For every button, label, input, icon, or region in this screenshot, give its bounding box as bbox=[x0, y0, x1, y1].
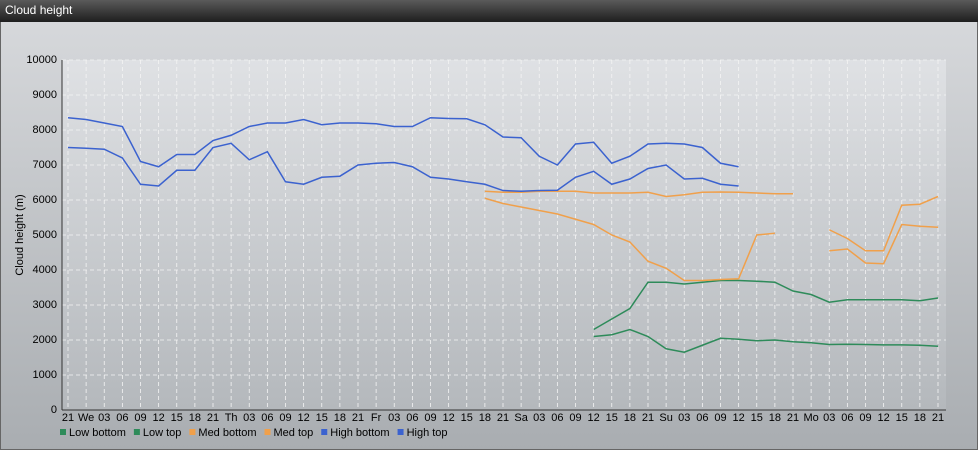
y-tick-label: 3000 bbox=[33, 299, 57, 311]
x-tick-label: 06 bbox=[696, 412, 708, 424]
y-axis-label: Cloud height (m) bbox=[14, 194, 26, 275]
x-tick-label: 03 bbox=[533, 412, 545, 424]
x-tick-label: 09 bbox=[279, 412, 291, 424]
x-tick-label: 18 bbox=[624, 412, 636, 424]
x-tick-label: 12 bbox=[153, 412, 165, 424]
x-tick-label: Mo bbox=[803, 412, 818, 424]
y-tick-label: 5000 bbox=[33, 229, 57, 241]
x-tick-label: 18 bbox=[334, 412, 346, 424]
series-line bbox=[484, 190, 939, 252]
y-tick-label: 9000 bbox=[33, 89, 57, 101]
x-tick-label: 21 bbox=[932, 412, 944, 424]
x-tick-label: We bbox=[78, 412, 94, 424]
x-tick-label: Th bbox=[225, 412, 238, 424]
series-line bbox=[67, 142, 739, 193]
series-line bbox=[593, 279, 939, 331]
legend-swatch bbox=[60, 429, 66, 435]
x-tick-label: 15 bbox=[606, 412, 618, 424]
x-tick-label: 12 bbox=[733, 412, 745, 424]
legend-swatch bbox=[321, 429, 328, 435]
chart-title: Cloud height bbox=[5, 3, 73, 17]
legend-label: Med top bbox=[274, 427, 314, 439]
x-tick-label: 15 bbox=[751, 412, 763, 424]
x-tick-label: 09 bbox=[134, 412, 146, 424]
x-tick-label: 12 bbox=[588, 412, 600, 424]
y-tick-label: 2000 bbox=[33, 334, 57, 346]
x-tick-label: 09 bbox=[859, 412, 871, 424]
x-tick-label: 21 bbox=[497, 412, 509, 424]
legend-label: Low bottom bbox=[69, 427, 126, 439]
legend-swatch bbox=[397, 429, 404, 435]
y-tick-label: 10000 bbox=[26, 54, 57, 66]
series-line bbox=[484, 197, 939, 282]
y-tick-label: 0 bbox=[51, 404, 57, 416]
x-tick-label: 03 bbox=[388, 412, 400, 424]
x-tick-label: 21 bbox=[787, 412, 799, 424]
x-tick-label: Fr bbox=[371, 412, 382, 424]
x-tick-label: 03 bbox=[98, 412, 110, 424]
x-tick-label: 15 bbox=[171, 412, 183, 424]
y-tick-label: 6000 bbox=[33, 194, 57, 206]
x-tick-label: 18 bbox=[189, 412, 201, 424]
x-tick-label: 09 bbox=[714, 412, 726, 424]
x-tick-label: 06 bbox=[116, 412, 128, 424]
legend-swatch bbox=[133, 429, 140, 435]
x-tick-label: 18 bbox=[914, 412, 926, 424]
y-tick-label: 1000 bbox=[33, 369, 57, 381]
x-tick-label: 09 bbox=[569, 412, 581, 424]
x-tick-label: 12 bbox=[443, 412, 455, 424]
x-tick-label: 18 bbox=[479, 412, 491, 424]
x-tick-label: 15 bbox=[461, 412, 473, 424]
x-tick-label: 21 bbox=[207, 412, 219, 424]
x-tick-label: Su bbox=[659, 412, 672, 424]
title-bar bbox=[0, 0, 978, 22]
x-tick-label: 06 bbox=[261, 412, 273, 424]
x-tick-label: 15 bbox=[896, 412, 908, 424]
legend-swatch bbox=[189, 429, 196, 435]
x-tick-label: 03 bbox=[678, 412, 690, 424]
x-tick-label: 03 bbox=[823, 412, 835, 424]
legend-label: High top bbox=[407, 427, 448, 439]
series-line bbox=[593, 328, 939, 354]
x-tick-label: Sa bbox=[514, 412, 528, 424]
legend-swatch bbox=[264, 429, 271, 435]
x-tick-label: 06 bbox=[841, 412, 853, 424]
legend-label: Low top bbox=[143, 427, 182, 439]
x-tick-label: 21 bbox=[642, 412, 654, 424]
legend-label: Med bottom bbox=[198, 427, 256, 439]
x-tick-label: 12 bbox=[878, 412, 890, 424]
y-tick-label: 7000 bbox=[33, 159, 57, 171]
y-tick-label: 4000 bbox=[33, 264, 57, 276]
legend-label: High bottom bbox=[330, 427, 389, 439]
x-tick-label: 18 bbox=[769, 412, 781, 424]
x-tick-label: 03 bbox=[243, 412, 255, 424]
x-tick-label: 09 bbox=[424, 412, 436, 424]
x-tick-label: 06 bbox=[406, 412, 418, 424]
x-tick-label: 21 bbox=[62, 412, 74, 424]
x-tick-label: 21 bbox=[352, 412, 364, 424]
series-line bbox=[67, 116, 739, 168]
x-tick-label: 12 bbox=[298, 412, 310, 424]
y-tick-label: 8000 bbox=[33, 124, 57, 136]
x-tick-label: 15 bbox=[316, 412, 328, 424]
x-tick-label: 06 bbox=[551, 412, 563, 424]
